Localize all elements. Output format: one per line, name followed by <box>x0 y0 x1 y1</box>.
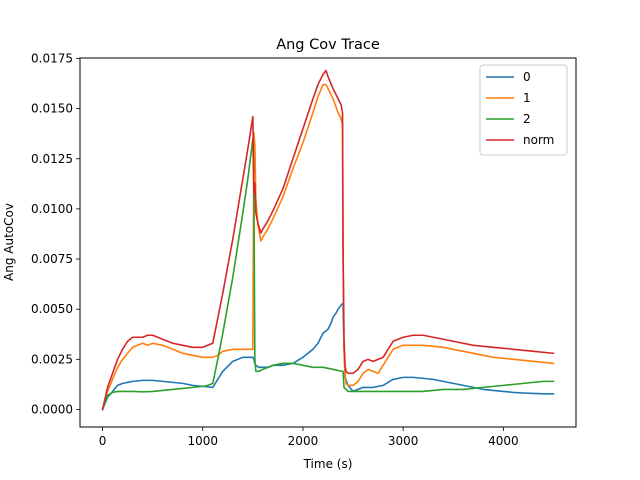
y-tick-label: 0.0025 <box>31 352 73 366</box>
x-tick-label: 3000 <box>388 434 419 448</box>
series-line-0 <box>101 302 555 411</box>
series-layer <box>101 69 555 411</box>
plot-frame <box>79 57 577 428</box>
legend-box <box>479 64 568 156</box>
series-line-norm <box>101 69 555 411</box>
series-line-1 <box>101 83 555 411</box>
y-tick-label: 0.0050 <box>31 302 73 316</box>
legend-label-1: 1 <box>523 91 531 105</box>
legend-label-2: 2 <box>523 112 531 126</box>
x-tick-label: 2000 <box>288 434 319 448</box>
y-tick-label: 0.0150 <box>31 102 73 116</box>
x-tick-label: 1000 <box>187 434 218 448</box>
x-tick-label: 0 <box>99 434 107 448</box>
y-tick-label: 0.0075 <box>31 252 73 266</box>
y-tick-label: 0.0000 <box>31 402 73 416</box>
legend-label-0: 0 <box>523 70 531 84</box>
y-tick-label: 0.0175 <box>31 52 73 66</box>
x-axis: 0 1000 2000 3000 4000 <box>99 427 519 448</box>
legend: 0 1 2 norm <box>479 64 568 156</box>
x-axis-title: Time (s) <box>303 457 353 471</box>
y-tick-label: 0.0100 <box>31 202 73 216</box>
y-tick-label: 0.0125 <box>31 152 73 166</box>
y-axis-title: Ang AutoCov <box>2 203 16 281</box>
x-tick-label: 4000 <box>488 434 519 448</box>
series-line-2 <box>101 137 555 411</box>
legend-label-norm: norm <box>523 133 554 147</box>
y-axis: 0.0000 0.0025 0.0050 0.0075 0.0100 0.0125 0.01… <box>31 52 80 416</box>
chart-title: Ang Cov Trace <box>276 37 380 53</box>
